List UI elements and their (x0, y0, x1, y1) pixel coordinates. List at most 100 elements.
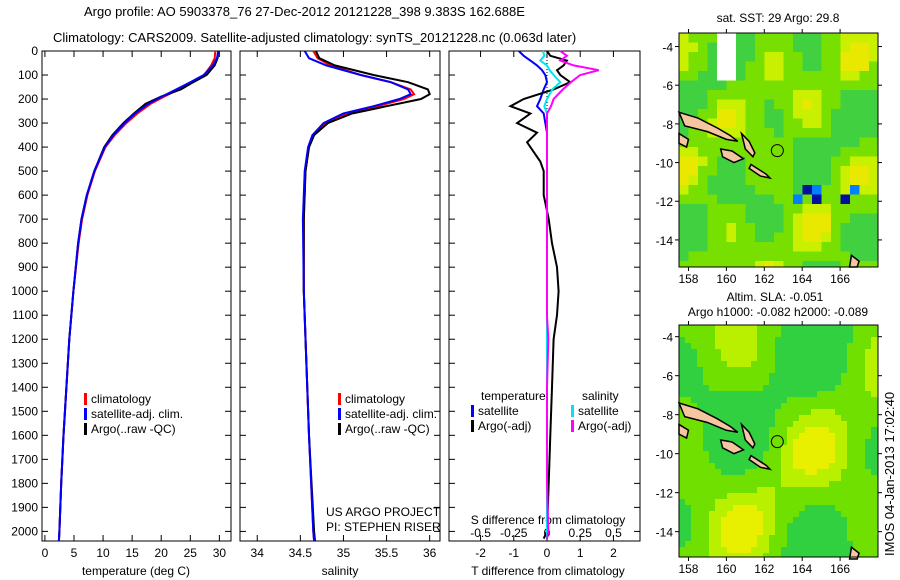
map-cell (829, 433, 835, 439)
map-cell (823, 355, 829, 361)
map-cell (715, 427, 721, 433)
map-cell (755, 147, 765, 157)
map-cell (799, 463, 805, 469)
map-cell (757, 439, 763, 445)
map-cell (688, 90, 698, 100)
map-cell (817, 535, 823, 541)
map-cell (703, 373, 709, 379)
map-cell (751, 373, 757, 379)
map-cell (764, 166, 774, 176)
map-cell (691, 463, 697, 469)
map-cell (859, 517, 865, 523)
map-cell (793, 52, 803, 62)
map-cell (865, 397, 871, 403)
map-cell (721, 391, 727, 397)
map-cell (679, 391, 685, 397)
map-cell (691, 361, 697, 367)
map-cell (853, 493, 859, 499)
map-cell (764, 175, 774, 185)
map-cell (763, 427, 769, 433)
map-cell (853, 445, 859, 451)
map-cell (726, 90, 736, 100)
map-cell (793, 517, 799, 523)
map-cell (685, 355, 691, 361)
map-cell (859, 61, 869, 71)
map-cell (769, 331, 775, 337)
map-cell (679, 204, 689, 214)
map-cell (763, 409, 769, 415)
map-cell (787, 349, 793, 355)
map-cell (793, 475, 799, 481)
map-cell (715, 379, 721, 385)
map-cell (787, 337, 793, 343)
map-cell (755, 137, 765, 147)
map-cell (823, 391, 829, 397)
map-cell (715, 355, 721, 361)
map-cell (736, 33, 746, 43)
salinity-legend-label: climatology (345, 392, 405, 406)
map-cell (817, 433, 823, 439)
map-cell (812, 242, 822, 252)
map-cell (847, 391, 853, 397)
map-cell (835, 385, 841, 391)
map-cell (859, 343, 865, 349)
map-cell (745, 99, 755, 109)
map-cell (865, 475, 871, 481)
map-cell (817, 355, 823, 361)
map-cell (835, 415, 841, 421)
y-tick-label: 900 (18, 260, 38, 274)
map-cell (763, 415, 769, 421)
map-cell (751, 541, 757, 547)
map-cell (817, 487, 823, 493)
map-cell (841, 409, 847, 415)
map-cell (707, 147, 717, 157)
map-cell (757, 517, 763, 523)
map-cell (685, 451, 691, 457)
map-cell (703, 457, 709, 463)
map-cell (787, 361, 793, 367)
map-cell (688, 156, 698, 166)
map-cell (823, 547, 829, 553)
map-cell (726, 137, 736, 147)
map-cell (757, 487, 763, 493)
map-cell (717, 71, 727, 81)
map-cell (774, 223, 784, 233)
map-cell (871, 535, 877, 541)
map-cell (688, 128, 698, 138)
map-cell (745, 194, 755, 204)
map-cell (871, 439, 877, 445)
map-cell (821, 42, 831, 52)
map-cell (679, 415, 685, 421)
map-cell (811, 481, 817, 487)
map-cell (757, 367, 763, 373)
map-cell (847, 421, 853, 427)
map-cell (709, 367, 715, 373)
map-cell (793, 147, 803, 157)
x-tick-label: 35 (337, 546, 351, 560)
map-cell (847, 325, 853, 331)
map-cell (871, 553, 877, 557)
map-cell (787, 379, 793, 385)
map-cell (679, 523, 685, 529)
map-cell (787, 475, 793, 481)
map-cell (727, 481, 733, 487)
map-cell (745, 499, 751, 505)
map-cell (757, 529, 763, 535)
map-cell (821, 204, 831, 214)
map-cell (679, 80, 689, 90)
map-cell (736, 42, 746, 52)
map-cell (736, 80, 746, 90)
map-cell (679, 343, 685, 349)
map-cell (698, 90, 708, 100)
sla-map-title: Altim. SLA: -0.051 (727, 290, 824, 304)
map-cell (865, 529, 871, 535)
map-cell (745, 213, 755, 223)
map-cell (802, 251, 812, 261)
map-cell (774, 194, 784, 204)
map-cell (769, 355, 775, 361)
map-cell (783, 137, 793, 147)
map-cell (685, 325, 691, 331)
map-cell (688, 61, 698, 71)
map-cell (817, 349, 823, 355)
map-cell (841, 379, 847, 385)
